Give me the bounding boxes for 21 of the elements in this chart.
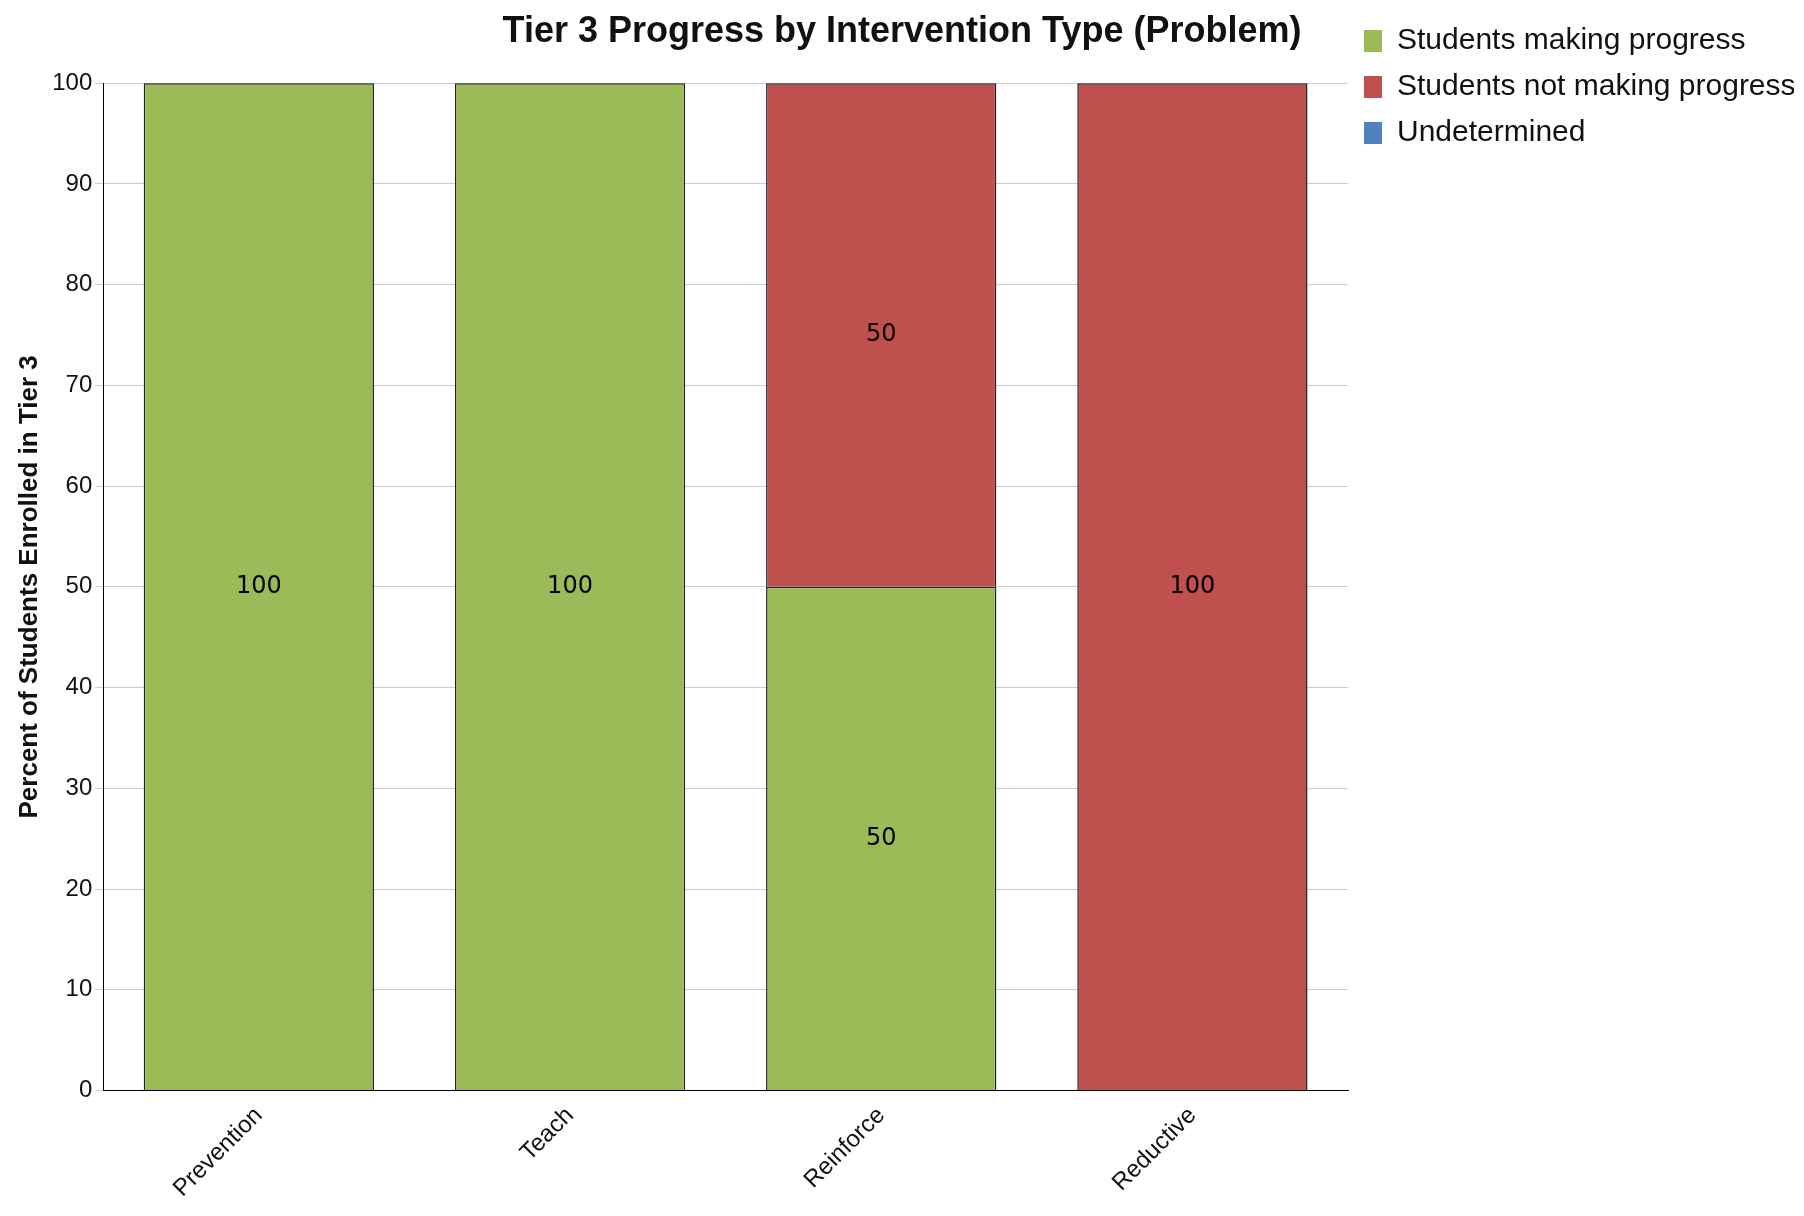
y-tick-label: 60: [65, 470, 93, 498]
y-tick-label: 90: [65, 168, 93, 196]
legend-label: Undetermined: [1397, 114, 1586, 148]
y-tick-label: 70: [65, 370, 93, 398]
y-tick-label: 80: [65, 269, 93, 297]
chart-title: Tier 3 Progress by Intervention Type (Problem): [502, 8, 1302, 50]
data-label: 50: [865, 319, 897, 348]
y-tick-label: 100: [52, 67, 93, 95]
y-tick-label: 40: [65, 672, 93, 700]
legend-label: Students making progress: [1397, 22, 1746, 56]
y-tick-label: 0: [78, 1075, 93, 1103]
y-axis-title: Percent of Students Enrolled in Tier 3: [12, 355, 43, 819]
legend-label: Students not making progress: [1397, 68, 1796, 102]
y-tick-label: 50: [65, 571, 93, 599]
data-label: 100: [1169, 570, 1216, 599]
y-tick-label: 30: [65, 772, 93, 800]
y-tick-label: 20: [65, 873, 93, 901]
data-label: 100: [547, 570, 593, 599]
y-tick-label: 10: [65, 974, 93, 1002]
data-label: 50: [865, 822, 897, 851]
data-label: 100: [235, 570, 282, 599]
